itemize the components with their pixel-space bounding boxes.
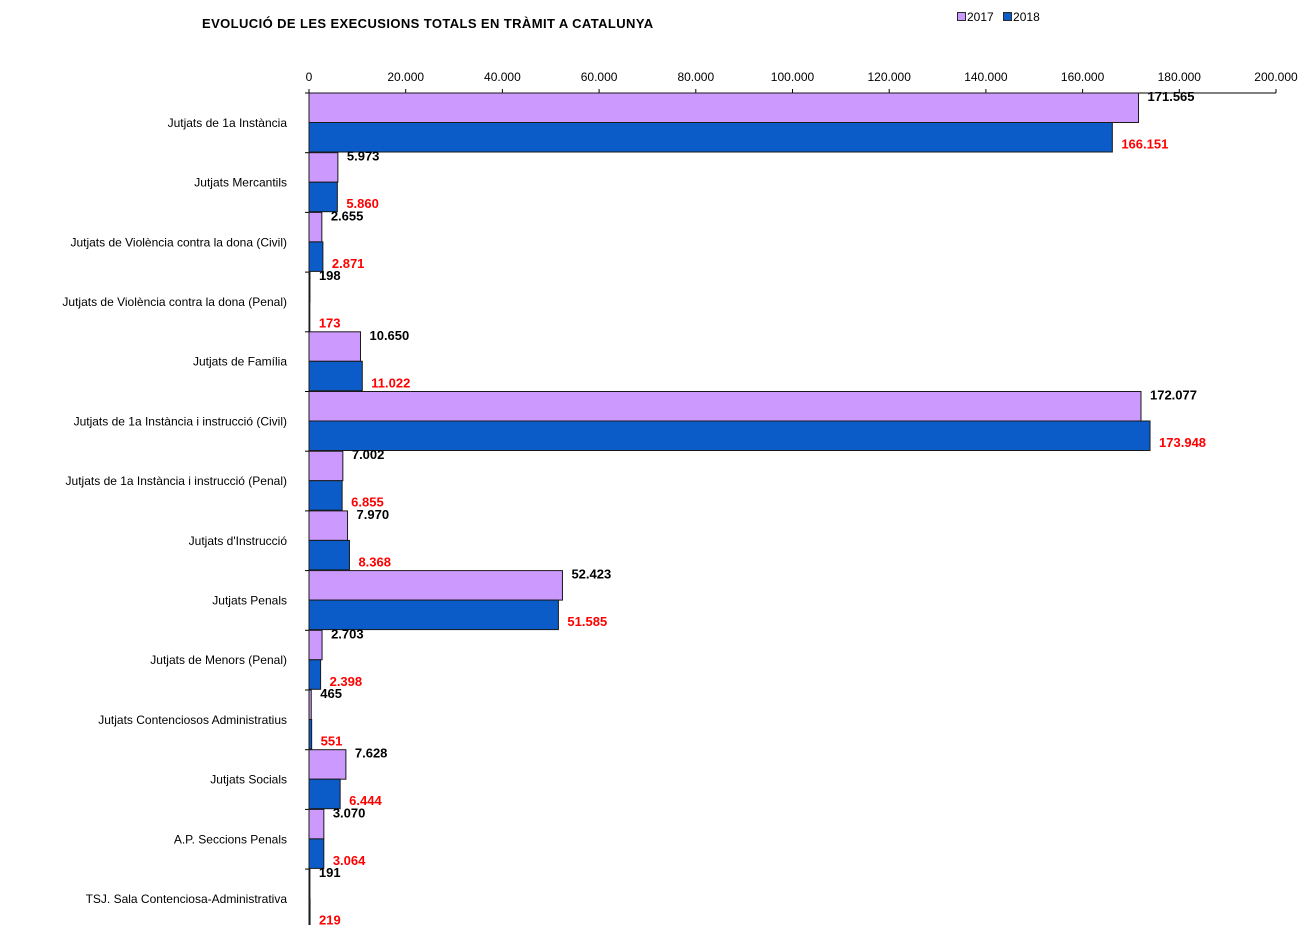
bar-2017 (308, 868, 311, 900)
x-tick-label: 180.000 (1158, 70, 1202, 84)
category-label: Jutjats de Violència contra la dona (Civ… (70, 235, 287, 249)
category-label: Jutjats Contenciosos Administratius (98, 713, 287, 727)
bar-2018 (308, 778, 341, 810)
bar-2017 (308, 391, 1142, 422)
x-tick-label: 160.000 (1061, 70, 1105, 84)
bar-2018 (308, 181, 338, 213)
bar-2018 (308, 480, 343, 511)
data-label-2017: 7.970 (357, 507, 390, 522)
bar-2017 (308, 629, 323, 661)
data-label-2018: 6.444 (349, 793, 382, 808)
legend: 2017 2018 (957, 10, 1046, 24)
data-label-2017: 465 (320, 686, 342, 701)
category-label: Jutjats Penals (212, 593, 287, 607)
data-label-2017: 7.628 (355, 746, 388, 761)
bar-2017 (308, 152, 339, 183)
x-tick-label: 0 (306, 70, 313, 84)
data-label-2018: 2.398 (330, 674, 363, 689)
bar-2018 (308, 122, 1113, 153)
bar-2017 (308, 211, 323, 243)
category-label: TSJ. Sala Contenciosa-Administrativa (86, 892, 288, 906)
bar-2018 (308, 599, 559, 631)
category-label: Jutjats Mercantils (194, 176, 287, 190)
data-label-2018: 5.860 (346, 196, 379, 211)
legend-item-2018: 2018 (1003, 10, 1040, 24)
data-label-2017: 2.655 (331, 208, 364, 223)
bar-2018 (308, 898, 311, 925)
bar-2017 (308, 271, 311, 303)
bar-2017 (308, 450, 344, 482)
category-label: Jutjats Socials (210, 773, 287, 787)
data-label-2017: 172.077 (1150, 388, 1197, 403)
x-tick-label: 200.000 (1254, 70, 1298, 84)
data-label-2017: 2.703 (331, 626, 364, 641)
x-tick-label: 60.000 (581, 70, 618, 84)
bar-2017 (308, 570, 563, 601)
x-tick-label: 120.000 (868, 70, 912, 84)
bar-2018 (308, 539, 350, 571)
data-label-2018: 173 (319, 316, 341, 331)
data-label-2018: 551 (321, 734, 343, 749)
legend-label-2017: 2017 (967, 10, 994, 24)
data-label-2017: 171.565 (1148, 89, 1195, 104)
bar-2018 (308, 420, 1151, 451)
data-label-2017: 198 (319, 268, 341, 283)
bar-2018 (308, 838, 325, 869)
data-label-2017: 52.423 (571, 567, 611, 582)
data-label-2018: 51.585 (567, 614, 607, 629)
category-label: Jutjats de Menors (Penal) (150, 653, 287, 667)
bar-2017 (308, 689, 312, 720)
chart-title: EVOLUCIÓ DE LES EXECUSIONS TOTALS EN TRÀ… (202, 16, 654, 31)
bar-2018 (308, 659, 322, 690)
data-label-2017: 10.650 (369, 328, 409, 343)
bar-2017 (308, 808, 325, 840)
data-label-2018: 11.022 (371, 375, 410, 390)
bar-2018 (308, 719, 313, 750)
data-label-2018: 219 (319, 913, 341, 925)
bar-2017 (308, 331, 361, 362)
bar-2017 (308, 510, 349, 541)
data-label-2018: 6.855 (351, 495, 384, 510)
data-label-2017: 5.973 (347, 149, 380, 164)
data-label-2017: 191 (319, 865, 341, 880)
legend-swatch-2018 (1003, 12, 1013, 21)
legend-swatch-2017 (957, 12, 966, 21)
data-label-2018: 2.871 (332, 256, 365, 271)
data-label-2017: 7.002 (352, 447, 385, 462)
category-label: Jutjats de Violència contra la dona (Pen… (62, 295, 287, 309)
data-label-2018: 8.368 (358, 554, 391, 569)
category-label: Jutjats d'Instrucció (189, 534, 288, 548)
data-label-2018: 166.151 (1121, 137, 1168, 152)
x-tick-label: 80.000 (677, 70, 714, 84)
bar-2018 (308, 241, 324, 272)
x-tick-label: 140.000 (964, 70, 1008, 84)
category-label: Jutjats de 1a Instància i instrucció (Pe… (66, 474, 287, 488)
x-tick-label: 100.000 (771, 70, 815, 84)
data-label-2018: 173.948 (1159, 435, 1206, 450)
bar-2017 (308, 92, 1140, 123)
x-tick-label: 20.000 (387, 70, 424, 84)
data-label-2017: 3.070 (333, 805, 366, 820)
category-label: Jutjats de Família (193, 355, 287, 369)
bar-2017 (308, 749, 347, 780)
category-label: A.P. Seccions Penals (174, 832, 287, 846)
data-label-2018: 3.064 (333, 853, 366, 868)
legend-label-2018: 2018 (1013, 10, 1040, 24)
bar-2018 (308, 301, 311, 332)
legend-item-2017: 2017 (957, 10, 994, 24)
category-label: Jutjats de 1a Instància i instrucció (Ci… (74, 414, 287, 428)
bar-2018 (308, 360, 363, 392)
x-tick-label: 40.000 (484, 70, 521, 84)
category-label: Jutjats de 1a Instància (168, 116, 288, 130)
